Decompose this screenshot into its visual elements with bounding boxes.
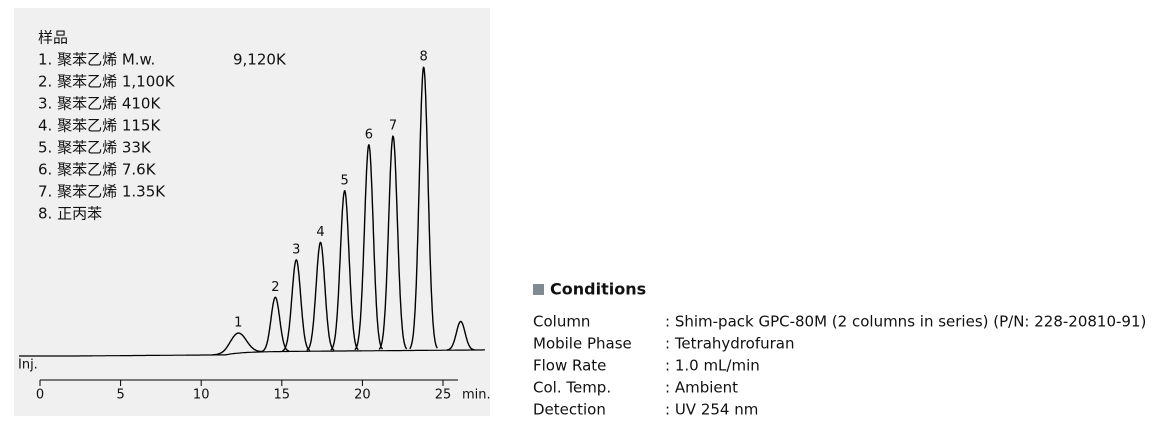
peak [378, 135, 408, 350]
condition-value: : UV 254 nm [665, 401, 758, 419]
sample-item: 1. 聚苯乙烯 M.w. [38, 51, 155, 69]
conditions-title: Conditions [550, 280, 646, 299]
peak-label: 2 [271, 280, 279, 295]
sample-item: 4. 聚苯乙烯 115K [38, 117, 161, 135]
peak-label: 5 [341, 173, 349, 188]
sample-item: 6. 聚苯乙烯 7.6K [38, 161, 157, 179]
sample-title: 样品 [38, 29, 68, 47]
condition-value: : Shim-pack GPC-80M (2 columns in series… [665, 313, 1146, 331]
conditions-bullet [533, 284, 544, 295]
peak [282, 259, 311, 352]
sample-item: 3. 聚苯乙烯 410K [38, 95, 161, 113]
peak-label: 8 [420, 50, 428, 65]
sample-note: 9,120K [233, 51, 287, 69]
x-tick-label: 15 [274, 388, 291, 403]
condition-label: Col. Temp. [533, 379, 611, 397]
sample-item: 8. 正丙苯 [38, 205, 102, 223]
condition-label: Mobile Phase [533, 335, 632, 353]
peak-label: 7 [389, 119, 397, 134]
peak-label: 4 [316, 225, 324, 240]
condition-label: Flow Rate [533, 357, 606, 375]
peak [446, 320, 475, 351]
peak [212, 332, 264, 356]
baseline-trace [19, 349, 485, 357]
peak [306, 241, 335, 352]
peak [354, 144, 384, 351]
peak-label: 6 [365, 127, 373, 142]
x-tick-label: 20 [354, 388, 371, 403]
condition-value: : Ambient [665, 379, 738, 397]
x-axis-label: min. [462, 388, 491, 403]
peak [409, 66, 438, 350]
x-tick-label: 5 [116, 388, 124, 403]
peak [261, 296, 290, 353]
x-tick-label: 10 [193, 388, 210, 403]
peak [330, 190, 359, 351]
sample-item: 7. 聚苯乙烯 1.35K [38, 183, 166, 201]
peak-label: 3 [292, 242, 300, 257]
sample-item: 5. 聚苯乙烯 33K [38, 139, 152, 157]
condition-value: : Tetrahydrofuran [665, 335, 794, 353]
condition-value: : 1.0 mL/min [665, 357, 760, 375]
sample-item: 2. 聚苯乙烯 1,100K [38, 73, 176, 91]
injection-label: Inj. [18, 358, 38, 373]
condition-label: Detection [533, 401, 606, 419]
peak-label: 1 [234, 316, 242, 331]
x-tick-label: 0 [36, 388, 44, 403]
condition-label: Column [533, 313, 590, 331]
x-tick-label: 25 [435, 388, 452, 403]
